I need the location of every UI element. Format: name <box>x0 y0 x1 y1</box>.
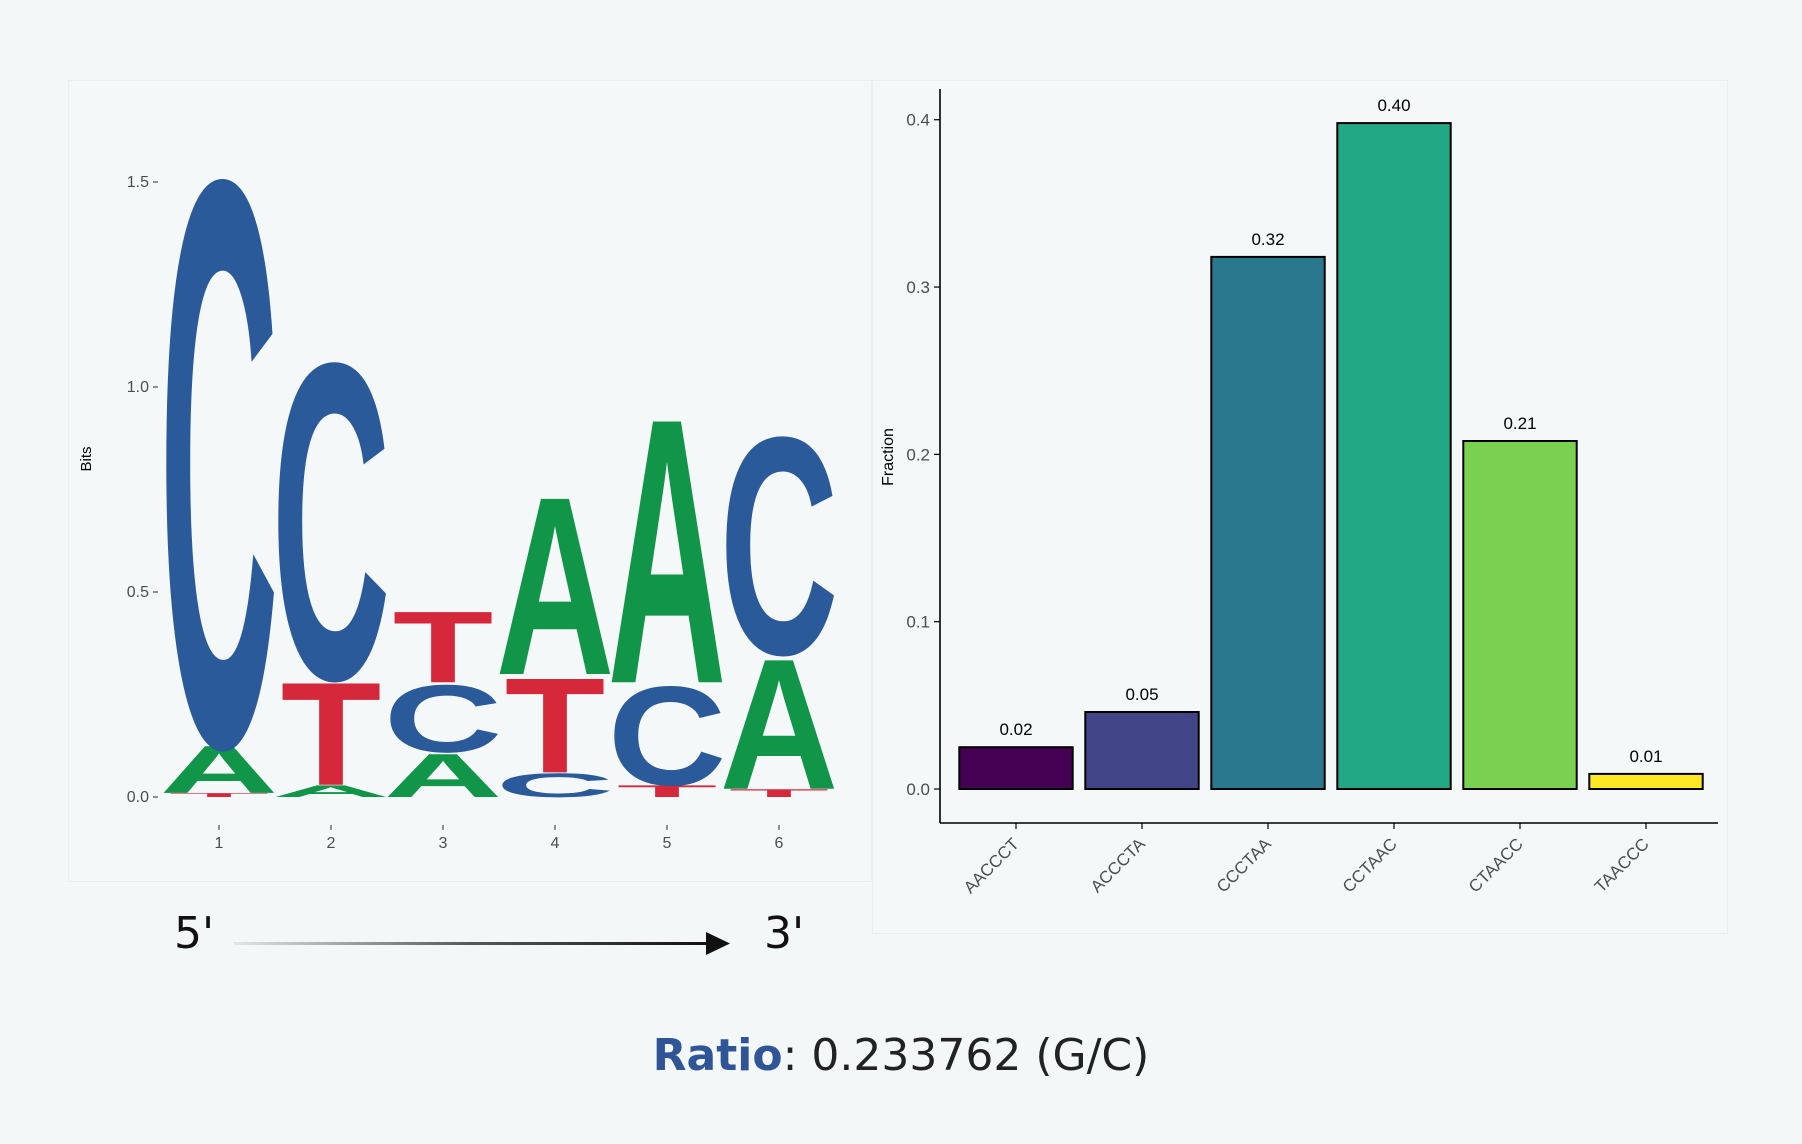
y-tick-label: 0.3 <box>906 278 930 297</box>
bar-value-label: 0.05 <box>1125 685 1158 704</box>
logo-letter-c: C <box>720 372 839 719</box>
x-tick-label: 6 <box>775 835 784 852</box>
x-tick-label: 2 <box>327 835 336 852</box>
y-tick-label: 0.0 <box>127 789 149 806</box>
x-tick-label: 5 <box>663 835 672 852</box>
y-tick-label: 0.0 <box>906 780 930 799</box>
y-tick-label: 0.1 <box>906 613 930 632</box>
x-tick-label: ACCCTA <box>1087 834 1149 896</box>
y-tick-label: 0.2 <box>906 445 930 464</box>
logo-letter-c: C <box>272 270 391 775</box>
y-tick-label: 1.5 <box>127 174 149 191</box>
bar-value-label: 0.02 <box>999 720 1032 739</box>
logo-letter-c: C <box>496 766 615 804</box>
x-tick-label: TAACCC <box>1591 834 1653 896</box>
bar-acccta <box>1084 711 1200 790</box>
logo-letter-c: C <box>384 665 503 773</box>
strand-direction: 5' 3' <box>170 908 810 968</box>
y-tick-label: 1.0 <box>127 379 149 396</box>
bar-ctaacc <box>1462 440 1578 790</box>
bar-taaccc <box>1588 772 1704 791</box>
y-axis-label: Fraction <box>880 428 897 486</box>
x-tick-label: 3 <box>439 835 448 852</box>
logo-letter-t: T <box>393 590 494 704</box>
logo-letter-t: T <box>281 653 382 817</box>
logo-letter-a: A <box>720 621 839 829</box>
ratio-label: Ratio <box>652 1030 783 1081</box>
direction-arrow-icon <box>234 932 730 955</box>
logo-letter-t: T <box>617 782 718 801</box>
bar-aaccct <box>958 746 1074 791</box>
ratio-separator: : <box>782 1030 812 1081</box>
logo-letter-c: C <box>160 12 279 916</box>
bar-value-label: 0.40 <box>1377 96 1410 115</box>
sequence-logo-panel: 0.0 0.5 1.0 1.5 Bits T A C 1 A T C 2 A C T 3 C T A 4 T C A 5 T A C 6 <box>68 12 872 916</box>
y-tick-label: 0.5 <box>127 584 149 601</box>
logo-letter-a: A <box>384 741 503 810</box>
logo-letter-a: A <box>608 340 727 763</box>
y-axis-label: Bits <box>78 446 95 471</box>
x-tick-label: 4 <box>551 835 560 852</box>
logo-letter-t: T <box>169 792 270 798</box>
logo-letter-c: C <box>608 657 727 815</box>
logo-letter-a: A <box>160 731 279 807</box>
x-tick-label: CTAACC <box>1465 834 1527 896</box>
logo-letter-a: A <box>496 445 615 729</box>
x-tick-label: CCTAAC <box>1339 834 1401 896</box>
fraction-bar-chart: 0.0 0.1 0.2 0.3 0.4 Fraction 0.02 AACCCT 0.05 ACC… <box>880 89 1718 897</box>
ratio-value: 0.233762 (G/C) <box>811 1030 1150 1081</box>
fraction-bar-panel: 0.0 0.1 0.2 0.3 0.4 Fraction 0.02 AACCCT 0.05 ACC… <box>872 80 1728 934</box>
y-tick-label: 0.4 <box>906 111 930 130</box>
logo-letter-t: T <box>505 649 606 801</box>
x-tick-label: 1 <box>215 835 224 852</box>
logo-letter-t: T <box>729 787 830 800</box>
gc-ratio: Ratio: 0.233762 (G/C) <box>0 1030 1802 1081</box>
bar-value-label: 0.32 <box>1251 230 1284 249</box>
x-tick-label: CCCTAA <box>1213 834 1275 896</box>
bar-value-label: 0.21 <box>1503 414 1536 433</box>
x-tick-label: AACCCT <box>960 834 1023 897</box>
bar-cctaac <box>1336 122 1452 791</box>
five-prime-label: 5' <box>174 908 215 959</box>
logo-letter-a: A <box>272 782 391 801</box>
three-prime-label: 3' <box>764 908 805 959</box>
bar-value-label: 0.01 <box>1629 747 1662 766</box>
bar-ccctaa <box>1210 255 1326 790</box>
